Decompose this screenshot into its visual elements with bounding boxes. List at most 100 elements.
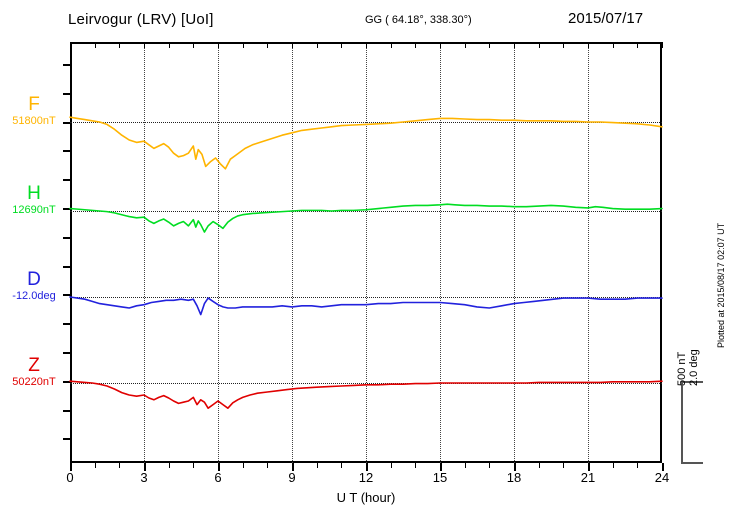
- scale-bar-labels: 500 nT 2.0 deg: [676, 296, 700, 386]
- y-axis-tick: [63, 265, 70, 268]
- x-axis-tick-top: [168, 42, 170, 48]
- scale-deg-label: 2.0 deg: [688, 349, 700, 386]
- trace-z: [69, 380, 663, 409]
- y-axis-tick: [63, 92, 70, 95]
- component-value-f: 51800nT: [12, 115, 56, 127]
- plot-area: 0 3 6 9 12 15 18 21 24 U T (hour): [63, 42, 669, 505]
- y-axis-tick: [63, 294, 70, 297]
- x-axis-tick-minor: [637, 463, 639, 468]
- x-axis-tick-minor: [267, 463, 269, 468]
- trace-f: [69, 116, 663, 170]
- component-letter-z: Z: [28, 355, 40, 376]
- x-axis-tick-minor: [489, 463, 491, 468]
- observation-date: 2015/07/17: [568, 10, 644, 27]
- trace-d: [69, 296, 663, 316]
- x-axis-tick-top: [514, 42, 515, 48]
- x-axis-tick-minor: [464, 463, 466, 468]
- x-axis-tick-top: [70, 42, 71, 48]
- x-axis-tick-label: 12: [358, 470, 374, 485]
- x-axis-tick-minor: [341, 463, 343, 468]
- x-axis-tick-label: 0: [66, 470, 74, 485]
- x-axis-tick-label: 21: [580, 470, 596, 485]
- x-axis-tick-label: 18: [506, 470, 522, 485]
- x-axis-tick-minor: [193, 463, 195, 468]
- x-axis-tick-top: [415, 42, 417, 48]
- y-axis-tick: [63, 323, 70, 326]
- x-axis-tick-top: [119, 42, 121, 48]
- x-axis-tick-minor: [316, 463, 318, 468]
- x-axis-tick-label: 6: [214, 470, 222, 485]
- y-axis-tick: [63, 352, 70, 354]
- station-title: Leirvogur (LRV) [UoI]: [68, 11, 214, 28]
- x-axis-tick-minor: [119, 463, 121, 468]
- x-axis-tick-top: [218, 42, 219, 48]
- x-axis-tick-top: [94, 42, 96, 48]
- x-axis-tick-top: [612, 42, 614, 48]
- x-axis-tick-minor: [94, 463, 96, 468]
- baseline-h: [70, 211, 662, 212]
- y-axis-tick: [63, 438, 70, 441]
- gridline-vertical: [440, 42, 441, 463]
- x-axis-tick-major: [588, 463, 590, 471]
- component-letter-h: H: [27, 183, 41, 204]
- x-axis-title: U T (hour): [336, 490, 396, 505]
- x-axis-tick-major: [144, 463, 146, 471]
- x-axis-tick-label: 9: [288, 470, 296, 485]
- gridline-vertical: [218, 42, 219, 463]
- x-axis-tick-top: [193, 42, 195, 48]
- component-label-d: D -12.0deg: [0, 270, 68, 303]
- y-axis-tick: [63, 121, 70, 124]
- x-axis-tick-label: 3: [140, 470, 148, 485]
- x-axis-tick-label: 15: [432, 470, 448, 485]
- component-letter-d: D: [27, 269, 41, 290]
- gridline-vertical: [514, 42, 515, 463]
- x-axis-tick-top: [440, 42, 441, 48]
- x-axis-tick-major: [70, 463, 72, 471]
- gridline-vertical: [366, 42, 367, 463]
- x-axis-tick-top: [242, 42, 244, 48]
- magnetogram-traces: [69, 116, 663, 409]
- y-axis-tick: [63, 236, 70, 239]
- component-label-z: Z 50220nT: [0, 356, 68, 389]
- baseline-d: [70, 297, 662, 298]
- gridline-vertical: [144, 42, 145, 463]
- component-label-f: F 51800nT: [0, 95, 68, 128]
- x-axis-tick-minor: [390, 463, 392, 468]
- x-axis-tick-top: [563, 42, 565, 48]
- scale-nt-label: 500 nT: [676, 351, 688, 386]
- gridline-vertical: [588, 42, 589, 463]
- y-axis-tick: [63, 64, 70, 66]
- x-axis-tick-minor: [612, 463, 614, 468]
- x-axis-tick-top: [341, 42, 343, 48]
- x-axis-tick-major: [662, 463, 664, 471]
- scale-bar-bottom-cap: [681, 462, 703, 464]
- baseline-f: [70, 122, 662, 123]
- scale-bar: [681, 381, 683, 462]
- gridline-vertical: [292, 42, 293, 463]
- trace-h: [69, 203, 663, 233]
- x-axis-tick-top: [489, 42, 491, 48]
- x-axis-tick-top: [292, 42, 293, 48]
- x-axis-tick-top: [390, 42, 392, 48]
- x-axis-tick-top: [316, 42, 318, 48]
- x-axis-tick-minor: [563, 463, 565, 468]
- y-axis-tick: [63, 208, 70, 210]
- component-label-h: H 12690nT: [0, 184, 68, 217]
- x-axis-tick-top: [662, 42, 663, 48]
- x-axis-tick-top: [588, 42, 589, 48]
- x-axis-tick-minor: [538, 463, 540, 468]
- plotted-at-label: Plotted at 2015/08/17 02:07 UT: [716, 222, 726, 348]
- x-axis-tick-major: [440, 463, 442, 471]
- x-axis-tick-top: [366, 42, 367, 48]
- x-axis-tick-top: [464, 42, 466, 48]
- scale-bar-top-cap: [681, 381, 703, 383]
- x-axis-tick-top: [538, 42, 540, 48]
- baseline-z: [70, 383, 662, 384]
- geographic-coordinates: GG ( 64.18°, 338.30°): [365, 14, 472, 26]
- component-value-d: -12.0deg: [12, 290, 56, 302]
- component-value-h: 12690nT: [12, 204, 56, 216]
- y-axis-tick: [63, 179, 70, 182]
- x-axis-tick-minor: [168, 463, 170, 468]
- x-axis-tick-major: [366, 463, 368, 471]
- x-axis-tick-top: [144, 42, 145, 48]
